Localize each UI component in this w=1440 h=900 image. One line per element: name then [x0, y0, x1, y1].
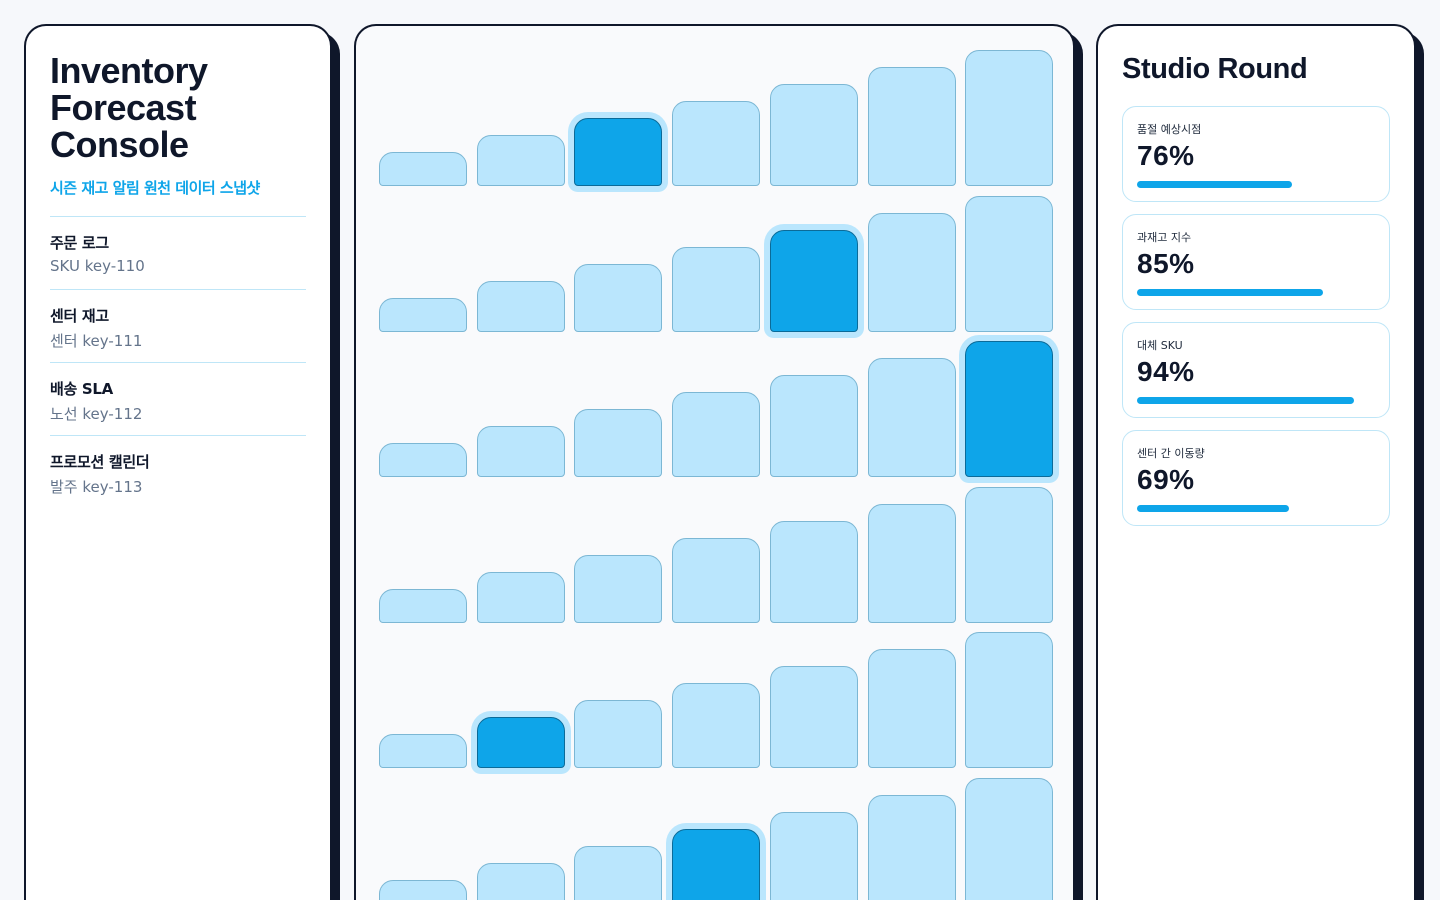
forecast-cell-highlighted[interactable]: [672, 829, 761, 900]
metric-card-stockout[interactable]: 품절 예상시점 76%: [1122, 106, 1390, 202]
metric-label: 센터 간 이동량: [1137, 447, 1205, 460]
forecast-cell[interactable]: [379, 734, 467, 769]
forecast-cell[interactable]: [769, 375, 858, 478]
feed-item-center-stock[interactable]: 센터 재고 센터 key-111: [50, 290, 306, 363]
feed-item-orders[interactable]: 주문 로그 SKU key-110: [50, 217, 306, 290]
metric-card-transfer-volume[interactable]: 센터 간 이동량 69%: [1122, 430, 1390, 526]
feed-item-label: 프로모션 캘린더: [50, 453, 150, 471]
forecast-cell[interactable]: [867, 503, 956, 623]
metric-label: 품절 예상시점: [1137, 123, 1202, 136]
forecast-cell[interactable]: [769, 812, 858, 900]
metric-card-overstock[interactable]: 과재고 지수 85%: [1122, 214, 1390, 310]
metric-value: 94%: [1137, 356, 1195, 387]
source-feed-panel: Inventory Forecast Console 시즌 재고 알림 원천 데…: [24, 24, 332, 900]
forecast-cell[interactable]: [867, 649, 956, 769]
forecast-cell[interactable]: [867, 212, 956, 332]
forecast-cell-highlighted[interactable]: [769, 229, 858, 332]
metric-progress-fill: [1137, 397, 1354, 404]
forecast-cell[interactable]: [672, 246, 761, 332]
metric-label: 대체 SKU: [1137, 339, 1183, 352]
feed-item-key: 센터 key-111: [50, 332, 143, 350]
forecast-cell[interactable]: [867, 795, 956, 900]
title-line-3: Console: [50, 124, 189, 165]
forecast-cell[interactable]: [379, 152, 467, 186]
feed-item-promo-calendar[interactable]: 프로모션 캘린더 발주 key-113: [50, 436, 306, 509]
forecast-cell[interactable]: [672, 537, 761, 623]
feed-item-label: 주문 로그: [50, 234, 109, 252]
metric-progress-track: [1137, 289, 1375, 296]
forecast-cell[interactable]: [379, 443, 467, 478]
feed-item-label: 센터 재고: [50, 307, 109, 325]
forecast-cell[interactable]: [672, 101, 761, 186]
forecast-cell[interactable]: [965, 486, 1054, 623]
forecast-cell[interactable]: [672, 683, 761, 769]
forecast-cell[interactable]: [476, 863, 565, 900]
forecast-cell[interactable]: [867, 358, 956, 478]
forecast-cell[interactable]: [574, 409, 663, 478]
feed-item-delivery-sla[interactable]: 배송 SLA 노선 key-112: [50, 363, 306, 436]
forecast-grid-panel: [354, 24, 1075, 900]
forecast-cell[interactable]: [867, 67, 956, 186]
metric-progress-fill: [1137, 181, 1292, 188]
forecast-cell[interactable]: [965, 50, 1054, 186]
forecast-cell-highlighted[interactable]: [965, 341, 1054, 478]
metrics-panel: Studio Round 품절 예상시점 76% 과재고 지수 85% 대체 S…: [1096, 24, 1416, 900]
forecast-cell[interactable]: [476, 571, 565, 623]
metric-value: 76%: [1137, 140, 1195, 171]
forecast-cell[interactable]: [965, 195, 1054, 332]
metric-value: 85%: [1137, 248, 1195, 279]
title-line-1: Inventory: [50, 50, 208, 91]
forecast-cell[interactable]: [769, 666, 858, 769]
forecast-cell[interactable]: [769, 84, 858, 186]
metric-progress-track: [1137, 181, 1375, 188]
forecast-cell[interactable]: [379, 297, 467, 332]
forecast-cell-highlighted[interactable]: [574, 118, 663, 186]
feed-item-key: 발주 key-113: [50, 478, 143, 496]
forecast-cell[interactable]: [574, 700, 663, 769]
feed-item-key: SKU key-110: [50, 257, 145, 275]
title-line-2: Forecast: [50, 87, 197, 128]
forecast-cell[interactable]: [672, 392, 761, 478]
forecast-cell[interactable]: [965, 778, 1054, 900]
page-subtitle: 시즌 재고 알림 원천 데이터 스냅샷: [50, 179, 260, 197]
feed-item-label: 배송 SLA: [50, 380, 113, 398]
forecast-cell[interactable]: [965, 632, 1054, 769]
forecast-cell[interactable]: [476, 280, 565, 332]
source-feed-list: 주문 로그 SKU key-110 센터 재고 센터 key-111 배송 SL…: [50, 216, 306, 509]
page-title: Inventory Forecast Console: [50, 52, 306, 163]
forecast-cell[interactable]: [574, 554, 663, 623]
metric-value: 69%: [1137, 464, 1195, 495]
metrics-title: Studio Round: [1122, 53, 1308, 85]
metric-label: 과재고 지수: [1137, 231, 1192, 244]
feed-item-key: 노선 key-112: [50, 405, 143, 423]
forecast-cell[interactable]: [769, 520, 858, 623]
metric-progress-track: [1137, 505, 1375, 512]
forecast-cell[interactable]: [476, 426, 565, 478]
metric-progress-fill: [1137, 289, 1323, 296]
metric-progress-fill: [1137, 505, 1290, 512]
forecast-cell[interactable]: [574, 846, 663, 900]
metric-card-list: 품절 예상시점 76% 과재고 지수 85% 대체 SKU 94% 센터 간 이…: [1122, 106, 1390, 526]
forecast-cell[interactable]: [574, 263, 663, 332]
metric-progress-track: [1137, 397, 1375, 404]
forecast-cell[interactable]: [476, 135, 565, 186]
forecast-cell-highlighted[interactable]: [476, 717, 565, 769]
metric-card-substitute-sku[interactable]: 대체 SKU 94%: [1122, 322, 1390, 418]
forecast-cell[interactable]: [379, 880, 467, 900]
forecast-cell[interactable]: [379, 588, 467, 623]
